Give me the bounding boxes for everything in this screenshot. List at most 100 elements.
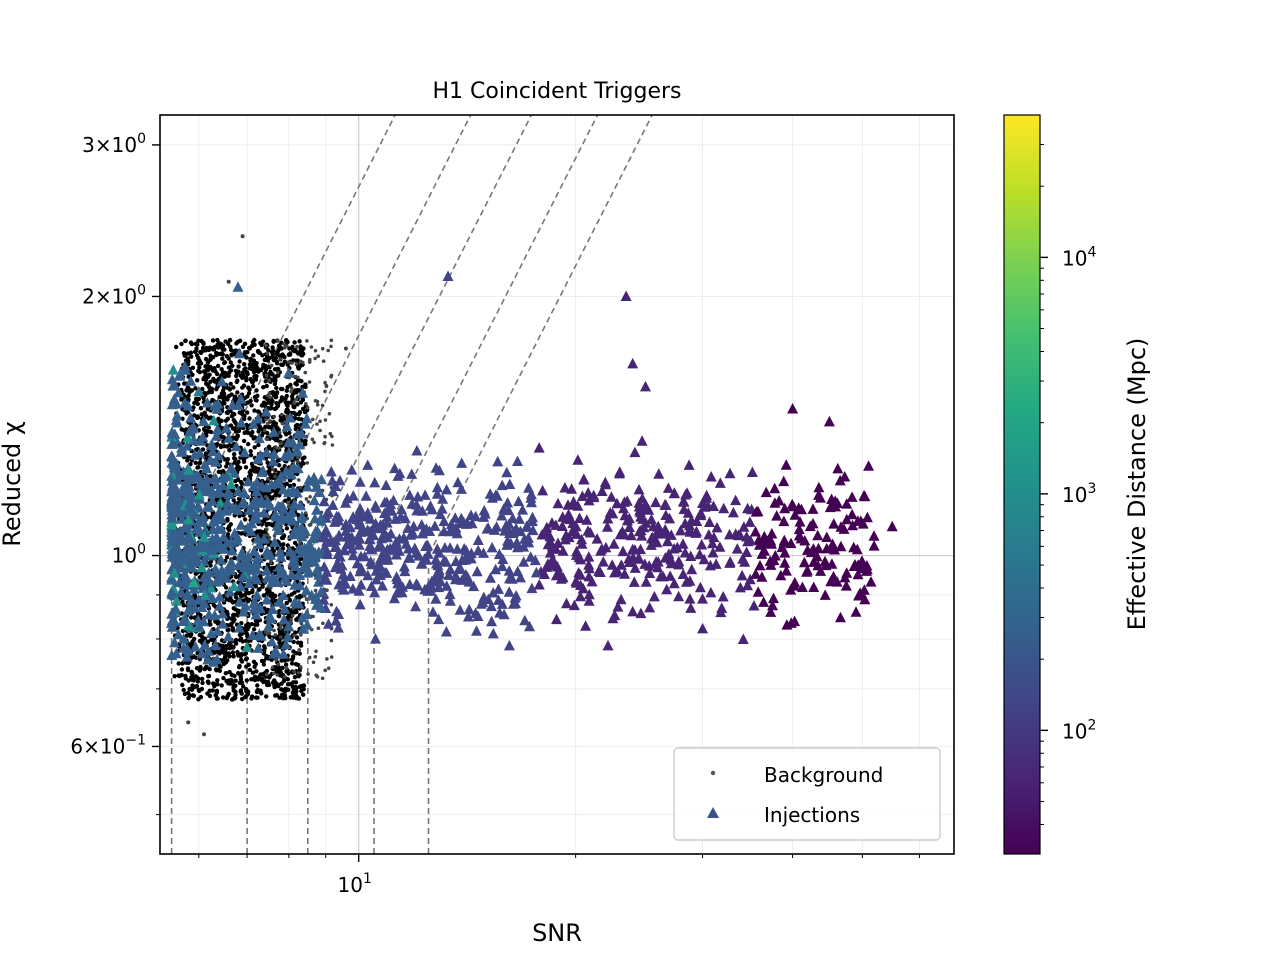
injection-point [400,538,412,549]
injection-point [208,414,220,426]
background-point [315,399,320,404]
background-point [223,585,229,590]
injection-point [572,454,584,465]
injection-point [550,519,562,530]
injection-point [255,630,267,641]
background-point [241,459,247,464]
background-point [280,467,285,472]
injection-point [255,497,267,508]
injection-point [705,586,717,598]
y-tick-label: 100 [112,542,146,568]
background-point [304,402,308,406]
background-point [296,459,300,464]
background-point [176,661,181,666]
injection-point [736,569,748,581]
background-point [189,388,195,393]
background-point [245,394,250,399]
background-point [251,353,256,358]
background-point [264,343,269,348]
background-point [225,518,230,523]
injection-point [338,544,350,555]
injection-point [780,565,792,576]
injection-point [417,525,429,537]
background-point [288,400,294,405]
injection-point [640,576,652,587]
injection-point [262,548,274,560]
injection-point [181,651,193,662]
injection-point [503,565,515,576]
background-point [285,677,290,682]
injection-point [411,445,423,456]
background-point [236,608,241,613]
injection-point [503,586,515,597]
injection-point [718,502,730,514]
injection-point [788,580,800,591]
injection-point [850,606,862,617]
injection-point [789,615,801,627]
injection-point [315,586,327,597]
background-point [274,361,280,366]
injection-point [275,470,287,482]
injection-point [365,555,377,567]
injection-point [859,593,871,605]
injection-point [834,474,846,486]
injection-point [583,570,595,582]
injection-point [172,628,184,640]
background-point [268,472,273,477]
background-point [286,555,291,561]
injection-point [507,526,519,537]
injection-point [609,609,621,621]
injection-point [184,425,195,437]
background-point [246,689,251,694]
injection-point [813,481,825,493]
background-point [270,390,276,395]
background-point [256,442,261,448]
background-point [194,400,199,405]
injection-point [355,579,367,590]
background-point [247,667,253,673]
background-point [172,674,177,679]
background-point [241,416,247,422]
background-point [189,615,194,620]
background-point [237,632,243,638]
injection-point [502,497,514,508]
injection-point [393,533,405,544]
injection-point [214,486,226,498]
background-point [177,673,182,679]
background-point [278,399,283,404]
injection-point [629,446,641,458]
background-point [251,659,257,664]
injection-point [179,397,191,408]
background-point [294,397,299,402]
injection-point [450,522,462,533]
injection-point [209,399,221,411]
injection-point [226,544,238,556]
background-point [247,366,252,371]
injection-point [171,595,183,606]
background-point [326,348,331,353]
background-point [300,384,305,390]
injection-point [369,586,381,598]
injection-point [273,561,285,572]
background-point [280,362,285,367]
injection-point [652,556,664,567]
injection-point [550,543,562,554]
background-point [329,603,334,607]
background-point [313,655,318,659]
injection-point [681,487,693,498]
background-point [248,398,253,404]
injection-point [793,502,805,513]
background-point [307,655,312,660]
background-point [303,441,308,447]
injection-point [745,534,756,546]
injection-point [190,641,201,652]
injection-point [430,593,442,604]
injection-point [627,605,639,617]
injection-point [194,435,206,446]
injection-point [695,509,707,521]
background-point [262,645,267,651]
injection-point [704,559,716,571]
injection-point [608,538,620,549]
injection-point [496,479,508,491]
injection-point [229,527,241,539]
